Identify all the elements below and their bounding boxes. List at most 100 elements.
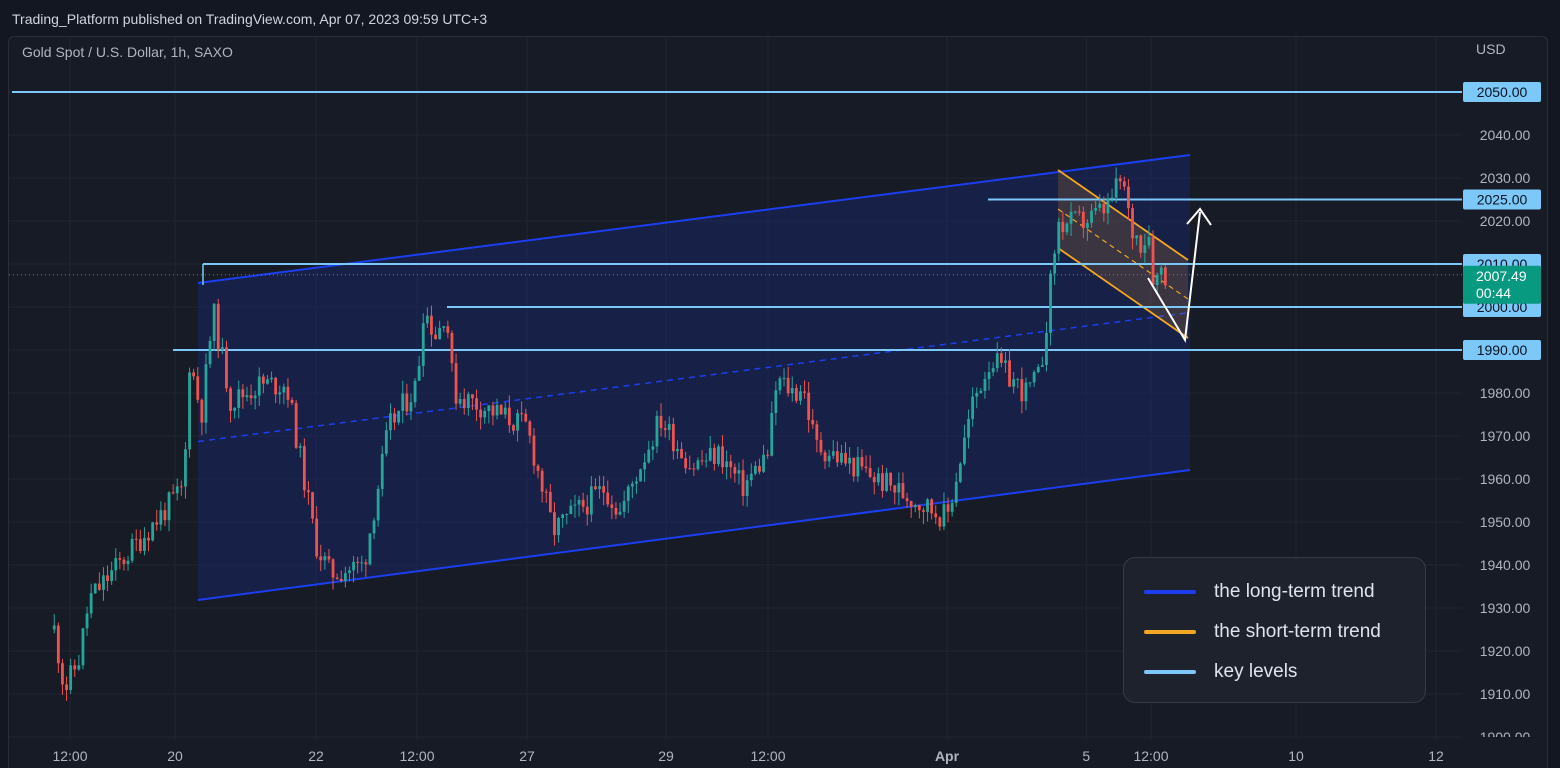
candle-body	[155, 522, 159, 525]
y-tick-label: 1930.00	[1480, 600, 1531, 616]
candle-body	[872, 476, 876, 483]
candle-body	[717, 446, 720, 464]
candle-body	[626, 486, 630, 501]
candle-body	[938, 517, 942, 527]
y-tick-label: 1950.00	[1480, 514, 1531, 530]
y-tick-label: 1910.00	[1480, 686, 1531, 702]
price-series	[52, 167, 1167, 701]
candle-body	[319, 556, 323, 561]
candle-body	[69, 665, 73, 690]
candle-body	[610, 504, 614, 509]
candle-body	[844, 452, 847, 464]
candle-body	[577, 499, 581, 505]
candle-body	[1114, 178, 1118, 198]
candle-body	[122, 559, 126, 565]
candle-body	[598, 486, 601, 490]
candle-body	[77, 665, 81, 670]
candle-body	[499, 404, 503, 415]
candle-body	[647, 449, 651, 463]
candle-body	[196, 376, 200, 400]
candle-body	[454, 363, 458, 404]
candle-body	[954, 481, 958, 503]
long-trend-upper-line	[197, 154, 1191, 284]
legend: the long-term trend the short-term trend…	[1123, 557, 1426, 703]
x-axis: 12:00 20 22 12:00 27 29 12:00 Apr 5 12:00 10 12	[52, 748, 1444, 764]
candle-body	[352, 561, 355, 571]
candle-body	[434, 334, 437, 340]
candle-body	[89, 593, 93, 614]
candle-body	[348, 570, 351, 574]
y-tick-label: 1920.00	[1480, 643, 1531, 659]
x-tick-label: 12:00	[1133, 748, 1168, 764]
candle-body	[573, 504, 577, 506]
candle-body	[380, 453, 384, 489]
candle-body	[1073, 211, 1077, 213]
candle-body	[1131, 208, 1134, 239]
candle-body	[507, 407, 511, 426]
candle-body	[1094, 208, 1098, 211]
candle-body	[885, 472, 888, 491]
last-price-badge	[1463, 265, 1541, 304]
candle-body	[548, 491, 552, 513]
currency-label: USD	[1476, 41, 1506, 57]
legend-swatch-long-term	[1144, 590, 1196, 594]
short-trend-upper-line	[1057, 169, 1189, 261]
candle-body	[1040, 365, 1044, 367]
candle-body	[926, 499, 929, 512]
candle-body	[889, 472, 893, 486]
candle-body	[614, 508, 618, 515]
candle-body	[184, 449, 187, 487]
candle-body	[881, 473, 884, 491]
candle-body	[393, 413, 396, 423]
candle-body	[376, 488, 380, 521]
candle-body	[151, 522, 155, 541]
key-level-badge	[1463, 189, 1541, 210]
candle-body	[528, 421, 532, 436]
key-level-badge-text: 1990.00	[1477, 342, 1528, 358]
candle-body	[1090, 210, 1093, 224]
candle-body	[745, 480, 749, 496]
x-tick-label: 12	[1428, 748, 1444, 764]
candle-body	[602, 486, 606, 493]
candle-body	[56, 625, 60, 664]
candle-body	[339, 578, 343, 581]
candle-body	[1147, 237, 1151, 246]
candle-body	[753, 465, 757, 474]
y-tick-label: 1970.00	[1480, 428, 1531, 444]
candle-body	[942, 504, 946, 527]
candle-body	[143, 537, 146, 551]
long-trend-mid-line	[197, 311, 1191, 443]
candle-body	[290, 399, 294, 404]
candle-body	[495, 404, 499, 416]
candle-body	[770, 413, 774, 456]
candle-body	[819, 439, 823, 453]
candle-body	[466, 394, 470, 409]
candle-body	[741, 470, 745, 496]
candle-body	[360, 562, 364, 564]
candle-body	[179, 486, 183, 488]
candle-body	[856, 457, 860, 477]
candle-body	[958, 463, 962, 482]
candle-body	[794, 388, 798, 401]
key-level-badge	[1463, 82, 1541, 102]
candle-body	[848, 457, 852, 464]
candle-body	[188, 372, 191, 450]
candle-body	[1118, 178, 1122, 182]
candle-body	[774, 390, 778, 414]
key-level-badge-text: 2050.00	[1477, 84, 1528, 100]
candle-body	[749, 473, 753, 481]
y-tick-label: 2040.00	[1480, 127, 1531, 143]
candle-body	[294, 403, 298, 448]
candle-body	[110, 570, 114, 582]
candle-body	[1036, 366, 1040, 373]
candle-body	[606, 492, 610, 505]
candle-body	[261, 376, 265, 384]
legend-swatch-short-term	[1144, 630, 1196, 634]
candle-body	[635, 481, 638, 484]
candle-body	[917, 504, 921, 511]
candle-body	[565, 514, 569, 516]
candle-body	[335, 577, 339, 579]
legend-item-short-term: the short-term trend	[1144, 620, 1381, 644]
candle-body	[639, 469, 642, 482]
candle-body	[778, 378, 782, 391]
